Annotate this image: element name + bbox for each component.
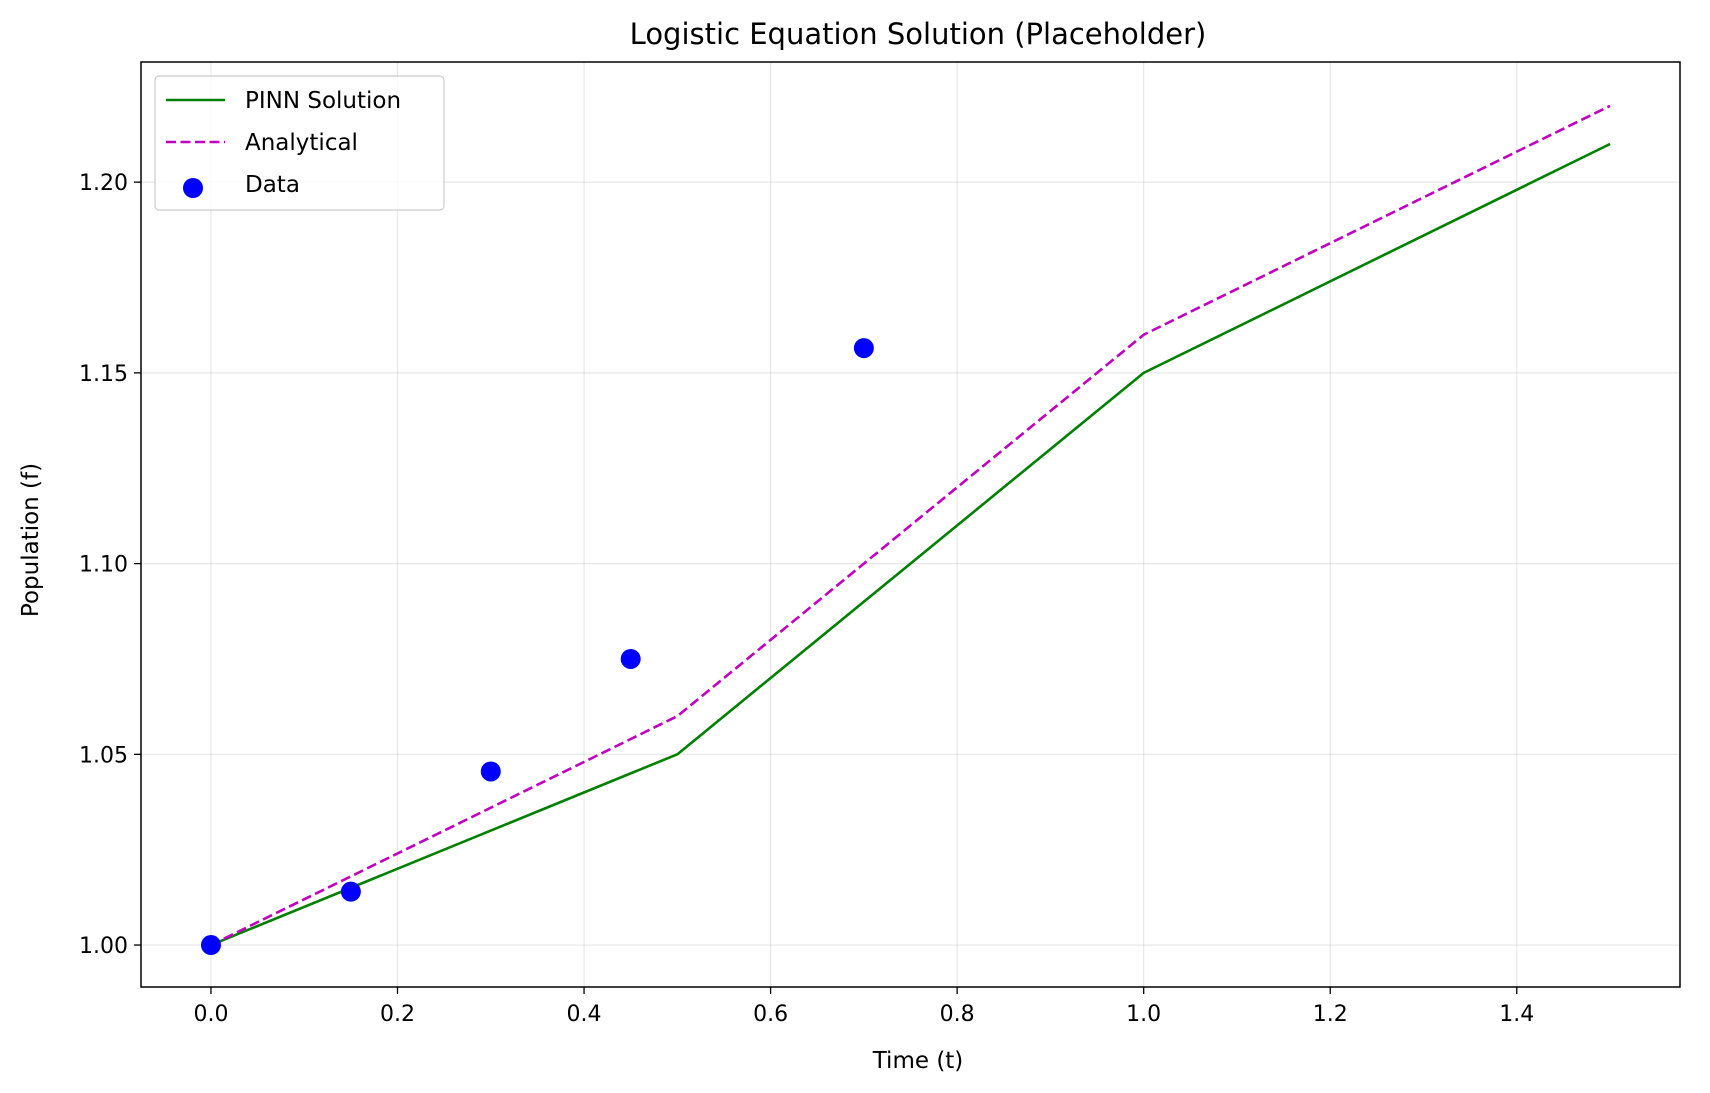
x-tick-label: 0.0: [193, 1002, 228, 1027]
x-tick-label: 1.4: [1499, 1002, 1534, 1027]
y-tick-label: 1.20: [79, 171, 128, 196]
y-tick-label: 1.10: [79, 553, 128, 578]
data-point: [340, 881, 361, 902]
y-axis-label: Population (f): [18, 463, 44, 617]
x-tick-label: 0.4: [567, 1002, 602, 1027]
plot-frame: [140, 61, 1681, 988]
legend-label-data: Data: [245, 172, 300, 198]
legend: PINN Solution Analytical Data: [154, 75, 445, 211]
data-point: [853, 338, 874, 359]
legend-label-pinn-solution: PINN Solution: [245, 88, 401, 114]
pinn-solution-line: [210, 142, 1611, 947]
series-layer: [200, 104, 1611, 956]
legend-box: [154, 75, 445, 211]
chart-title: Logistic Equation Solution (Placeholder): [630, 17, 1207, 51]
x-tick-label: 1.2: [1313, 1002, 1348, 1027]
x-tick-label: 0.2: [380, 1002, 415, 1027]
analytical-line: [210, 104, 1611, 947]
x-tick-label: 1.0: [1126, 1002, 1161, 1027]
data-point: [620, 648, 641, 669]
x-axis-label: Time (t): [872, 1048, 964, 1074]
x-tick-label: 0.6: [753, 1002, 788, 1027]
data-point: [200, 935, 221, 956]
x-tick-label: 0.8: [940, 1002, 975, 1027]
data-point: [480, 761, 501, 782]
y-tick-label: 1.00: [79, 934, 128, 959]
y-tick-label: 1.05: [79, 743, 128, 768]
y-tick-label: 1.15: [79, 362, 128, 387]
y-axis: 1.00 1.05 1.10 1.15 1.20: [79, 171, 141, 959]
x-axis: 0.0 0.2 0.4 0.6 0.8 1.0 1.2 1.4: [193, 987, 1534, 1027]
legend-swatch-data: [183, 178, 203, 198]
legend-label-analytical: Analytical: [245, 130, 358, 156]
